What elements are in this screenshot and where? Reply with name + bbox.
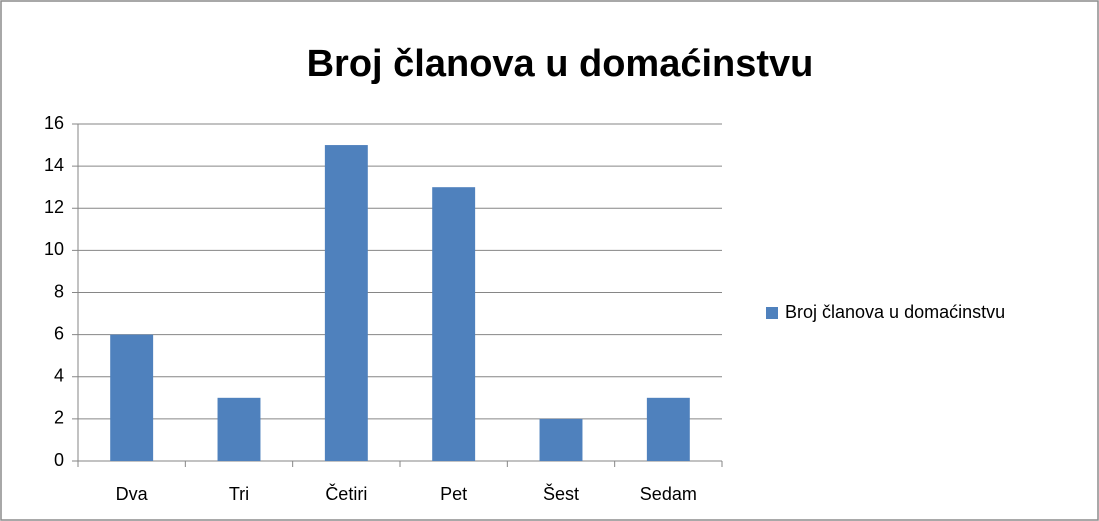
x-tick-label: Sedam bbox=[640, 484, 697, 504]
y-tick-label: 4 bbox=[54, 366, 64, 386]
bar bbox=[539, 418, 583, 461]
x-tick-label: Šest bbox=[543, 483, 579, 504]
bar bbox=[110, 334, 154, 461]
bar bbox=[646, 397, 690, 461]
y-tick-label: 12 bbox=[44, 197, 64, 217]
legend-label: Broj članova u domaćinstvu bbox=[785, 302, 1005, 322]
y-tick-label: 16 bbox=[44, 113, 64, 133]
y-tick-label: 14 bbox=[44, 155, 64, 175]
y-tick-label: 6 bbox=[54, 323, 64, 343]
x-tick-label: Pet bbox=[440, 484, 467, 504]
chart-title: Broj članova u domaćinstvu bbox=[307, 43, 814, 85]
y-tick-label: 2 bbox=[54, 408, 64, 428]
y-tick-label: 8 bbox=[54, 281, 64, 301]
x-tick-label: Četiri bbox=[325, 483, 367, 504]
y-tick-label: 10 bbox=[44, 239, 64, 259]
legend-swatch bbox=[766, 307, 778, 319]
y-tick-label: 0 bbox=[54, 450, 64, 470]
bar bbox=[324, 145, 368, 461]
x-tick-label: Dva bbox=[116, 484, 149, 504]
bar bbox=[217, 397, 261, 461]
x-tick-label: Tri bbox=[229, 484, 249, 504]
bar bbox=[432, 187, 476, 461]
